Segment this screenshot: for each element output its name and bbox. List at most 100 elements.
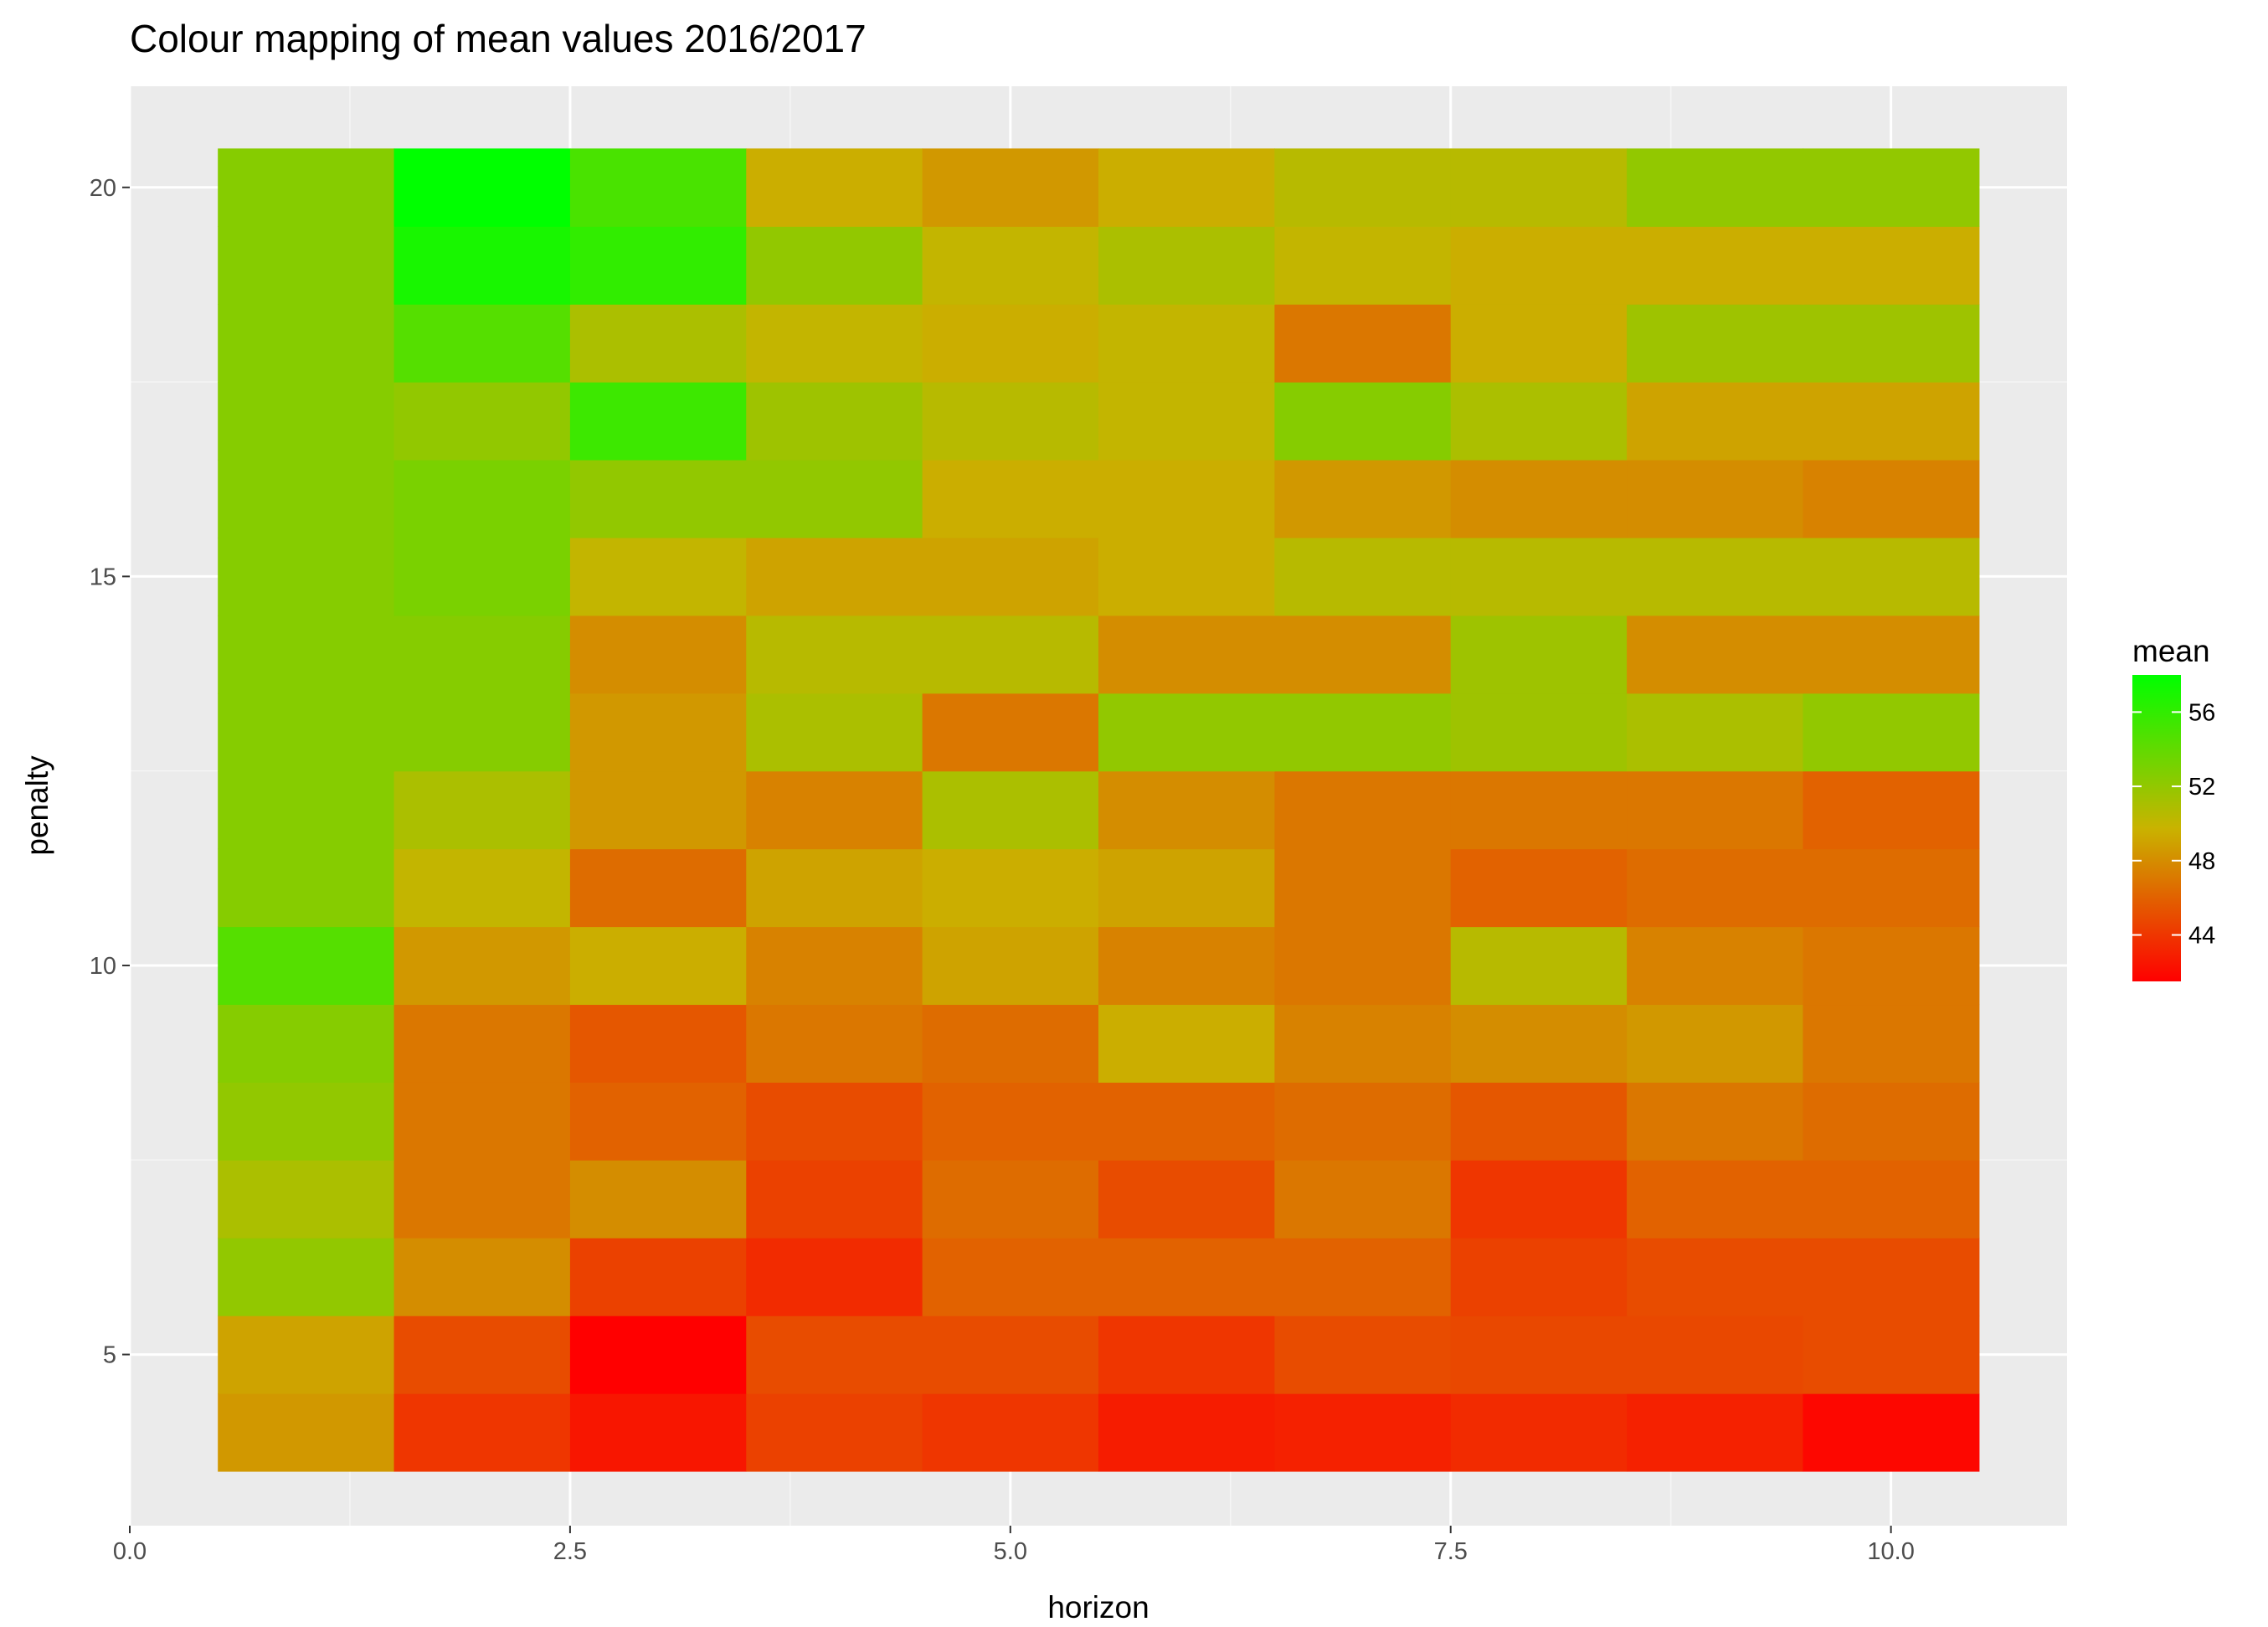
- heatmap-tile: [1803, 1004, 1980, 1083]
- heatmap-tile: [922, 693, 1099, 772]
- legend-tick-label: 52: [2188, 774, 2215, 801]
- heatmap-tile: [393, 1238, 571, 1316]
- heatmap-tile: [393, 537, 571, 616]
- heatmap-tile: [569, 1238, 747, 1316]
- heatmap-tile: [393, 1160, 571, 1238]
- x-tick-label: 5.0: [994, 1538, 1027, 1565]
- heatmap-tile: [1274, 1004, 1452, 1083]
- heatmap-tile: [746, 1316, 923, 1394]
- heatmap-tile: [1274, 148, 1452, 227]
- heatmap-tile: [1274, 1238, 1452, 1316]
- x-tick-label: 10.0: [1867, 1538, 1914, 1565]
- heatmap-tile: [1627, 382, 1804, 461]
- heatmap-tile: [1627, 1160, 1804, 1238]
- heatmap-tile: [1098, 1393, 1275, 1472]
- heatmap-tile: [1098, 226, 1275, 305]
- heatmap-tile: [1627, 226, 1804, 305]
- heatmap-tile: [1098, 693, 1275, 772]
- heatmap-tile: [1450, 148, 1628, 227]
- heatmap-tile: [1803, 304, 1980, 383]
- heatmap-tile: [218, 1004, 395, 1083]
- heatmap-tile: [393, 148, 571, 227]
- heatmap-tile: [1450, 926, 1628, 1006]
- heatmap-tile: [218, 460, 395, 538]
- heatmap-tile: [1803, 226, 1980, 305]
- y-tick-label: 10: [90, 953, 116, 980]
- heatmap-tile: [746, 1160, 923, 1238]
- heatmap-tile: [922, 1238, 1099, 1316]
- heatmap-tile: [1803, 1316, 1980, 1394]
- heatmap-tile: [569, 1082, 747, 1161]
- heatmap-tile: [218, 1316, 395, 1394]
- heatmap-tile: [746, 615, 923, 694]
- heatmap-tile: [1627, 770, 1804, 850]
- heatmap-tile: [1274, 460, 1452, 538]
- heatmap-tile: [393, 693, 571, 772]
- heatmap-tile: [922, 848, 1099, 928]
- heatmap-tile: [1803, 1160, 1980, 1238]
- heatmap-tile: [1450, 1393, 1628, 1472]
- heatmap-tile: [922, 926, 1099, 1006]
- heatmap-tile: [1450, 460, 1628, 538]
- heatmap-tile: [1627, 460, 1804, 538]
- heatmap-tile: [218, 1160, 395, 1238]
- heatmap-tile: [569, 848, 747, 928]
- heatmap-tile: [569, 1316, 747, 1394]
- heatmap-tile: [1098, 926, 1275, 1006]
- heatmap-tile: [1627, 1082, 1804, 1161]
- heatmap-tile: [746, 1082, 923, 1161]
- heatmap-tile: [393, 304, 571, 383]
- x-tick-label: 0.0: [113, 1538, 147, 1565]
- heatmap-tile: [1098, 1160, 1275, 1238]
- heatmap-tile: [218, 304, 395, 383]
- heatmap-tile: [218, 848, 395, 928]
- heatmap-tile: [1627, 1004, 1804, 1083]
- heatmap-tile: [1627, 693, 1804, 772]
- heatmap-tile: [393, 770, 571, 850]
- heatmap-tile: [393, 1082, 571, 1161]
- colorbar-legend: mean 44 48 52 56: [2132, 634, 2215, 981]
- heatmap-tile: [393, 615, 571, 694]
- heatmap-tile: [218, 382, 395, 461]
- heatmap-tile: [1627, 148, 1804, 227]
- heatmap-tile: [1450, 1004, 1628, 1083]
- heatmap-tile: [393, 226, 571, 305]
- heatmap-tile: [569, 537, 747, 616]
- heatmap-tile: [746, 848, 923, 928]
- legend-tick-label: 44: [2188, 923, 2215, 950]
- heatmap-tile: [569, 693, 747, 772]
- heatmap-tile: [1627, 537, 1804, 616]
- heatmap-tile: [1098, 615, 1275, 694]
- heatmap-tile: [1098, 382, 1275, 461]
- heatmap-tile: [1803, 1082, 1980, 1161]
- heatmap-tile: [569, 926, 747, 1006]
- heatmap-tile: [1450, 1238, 1628, 1316]
- heatmap-tile: [922, 1160, 1099, 1238]
- heatmap-tile: [1450, 615, 1628, 694]
- heatmap-tile: [1098, 148, 1275, 227]
- heatmap-tile: [393, 926, 571, 1006]
- heatmap-tile: [1098, 1082, 1275, 1161]
- heatmap-tile: [1274, 693, 1452, 772]
- heatmap-tile: [1098, 770, 1275, 850]
- heatmap-tile: [218, 615, 395, 694]
- heatmap-tile: [1627, 926, 1804, 1006]
- heatmap-tile: [746, 693, 923, 772]
- heatmap-tile: [1274, 848, 1452, 928]
- heatmap-tile: [1803, 615, 1980, 694]
- heatmap-tile: [922, 304, 1099, 383]
- heatmap-tile: [922, 615, 1099, 694]
- heatmap-tile: [1450, 304, 1628, 383]
- heatmap-tile: [922, 460, 1099, 538]
- heatmap-tile: [922, 1316, 1099, 1394]
- heatmap-tile: [569, 226, 747, 305]
- heatmap-tile: [1450, 1082, 1628, 1161]
- y-tick-label: 20: [90, 175, 116, 202]
- heatmap-tile: [1274, 926, 1452, 1006]
- heatmap-tile: [218, 1082, 395, 1161]
- heatmap-tile: [218, 148, 395, 227]
- x-tick-label: 2.5: [553, 1538, 587, 1565]
- heatmap-tile: [393, 1393, 571, 1472]
- heatmap-tile: [569, 382, 747, 461]
- heatmap-tile: [1803, 1238, 1980, 1316]
